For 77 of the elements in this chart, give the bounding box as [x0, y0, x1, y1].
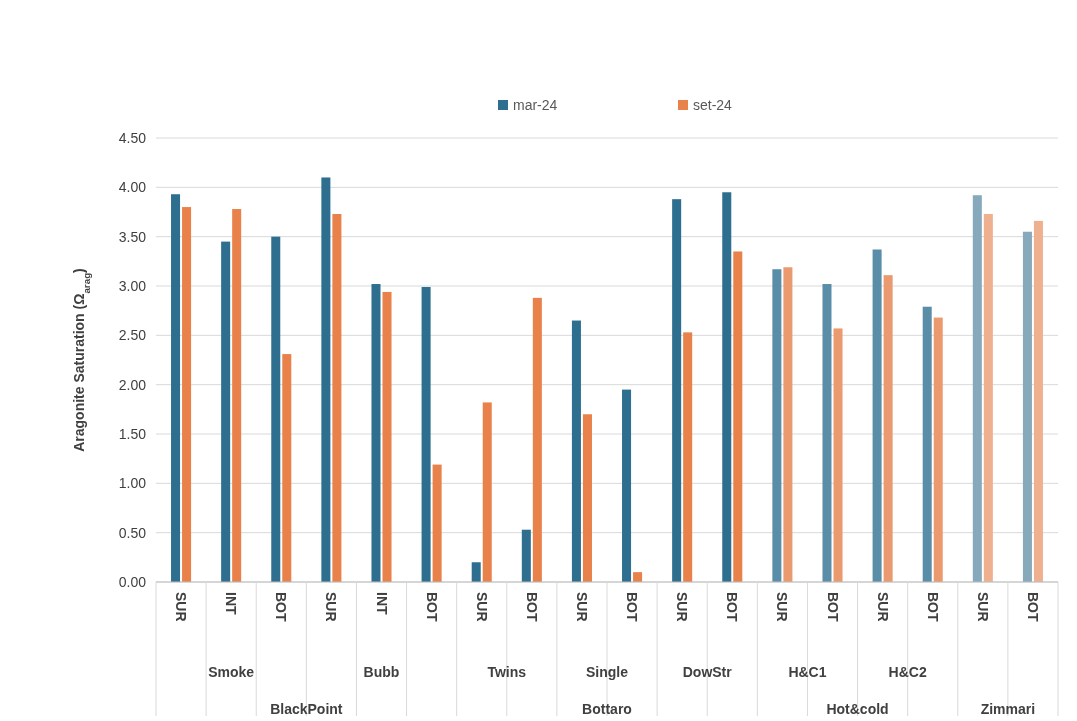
- text: H&C1: [788, 664, 827, 680]
- bar: [833, 328, 843, 582]
- bar: [1033, 220, 1043, 582]
- legend-label: set-24: [693, 97, 733, 114]
- bar: [772, 269, 782, 582]
- text: Smoke: [208, 664, 255, 680]
- text: Bottaro: [582, 701, 632, 717]
- text: BlackPoint: [270, 701, 343, 717]
- x-tick-label: SUR: [574, 592, 591, 622]
- text: H&C2: [888, 664, 927, 680]
- x-tick-label: BOT: [624, 592, 641, 622]
- bar: [582, 414, 592, 582]
- y-tick-label: 0.00: [118, 573, 147, 590]
- x-tick-label: SUR: [674, 592, 691, 622]
- bar: [282, 354, 292, 582]
- bar: [672, 199, 682, 582]
- bar: [972, 195, 982, 582]
- bar: [722, 192, 732, 582]
- x-tick-label: SUR: [323, 592, 340, 622]
- y-tick-label: 3.00: [118, 277, 147, 294]
- text: Twins: [487, 664, 527, 680]
- bar: [922, 306, 932, 582]
- bar: [332, 213, 342, 582]
- y-tick-label: 3.50: [118, 228, 147, 245]
- y-tick-label: 1.50: [118, 425, 147, 442]
- x-tick-label: BOT: [523, 592, 540, 622]
- y-tick-label: 4.50: [118, 129, 147, 146]
- x-tick-label: BOT: [824, 592, 841, 622]
- legend-label: mar-24: [513, 97, 558, 114]
- x-tick-label: BOT: [724, 592, 741, 622]
- text: DowStr: [682, 664, 733, 680]
- bar: [983, 213, 993, 582]
- bar: [783, 267, 793, 582]
- bar: [382, 291, 392, 582]
- text: Bubb: [363, 664, 400, 680]
- bar: [221, 241, 231, 582]
- bar: [683, 332, 693, 582]
- x-tick-label: SUR: [874, 592, 891, 622]
- y-tick-label: 1.00: [118, 475, 147, 492]
- bar: [182, 207, 192, 582]
- bar: [872, 249, 882, 582]
- bar: [232, 209, 242, 582]
- text: Zimmari: [980, 701, 1036, 717]
- x-tick-label: SUR: [774, 592, 791, 622]
- x-tick-label: INT: [223, 592, 240, 615]
- text: Single: [585, 664, 629, 680]
- bar: [622, 389, 632, 582]
- bar: [532, 297, 542, 582]
- bar: [371, 284, 381, 582]
- bar: [571, 320, 581, 582]
- bar: [633, 572, 643, 582]
- x-tick-label: BOT: [423, 592, 440, 622]
- x-tick-label: BOT: [273, 592, 290, 622]
- bar: [482, 402, 492, 582]
- y-tick-label: 0.50: [118, 524, 147, 541]
- bar: [883, 275, 893, 582]
- x-tick-label: SUR: [473, 592, 490, 622]
- y-tick-label: 4.00: [118, 179, 147, 196]
- bar: [822, 284, 832, 582]
- bar: [171, 194, 181, 582]
- bar: [321, 177, 331, 582]
- x-tick-label: SUR: [974, 592, 991, 622]
- bar: [421, 286, 431, 582]
- y-tick-label: 2.00: [118, 376, 147, 393]
- x-tick-label: SUR: [173, 592, 190, 622]
- x-tick-label: INT: [373, 592, 390, 615]
- text: Hot&cold: [826, 701, 889, 717]
- bar: [733, 251, 743, 582]
- bar: [933, 317, 943, 582]
- x-tick-label: BOT: [924, 592, 941, 622]
- x-tick-label: BOT: [1025, 592, 1042, 622]
- bar: [521, 529, 531, 582]
- bar: [271, 236, 281, 582]
- bar: [1022, 231, 1032, 582]
- bar: [471, 562, 481, 582]
- bar: [432, 464, 442, 582]
- y-tick-label: 2.50: [118, 327, 147, 344]
